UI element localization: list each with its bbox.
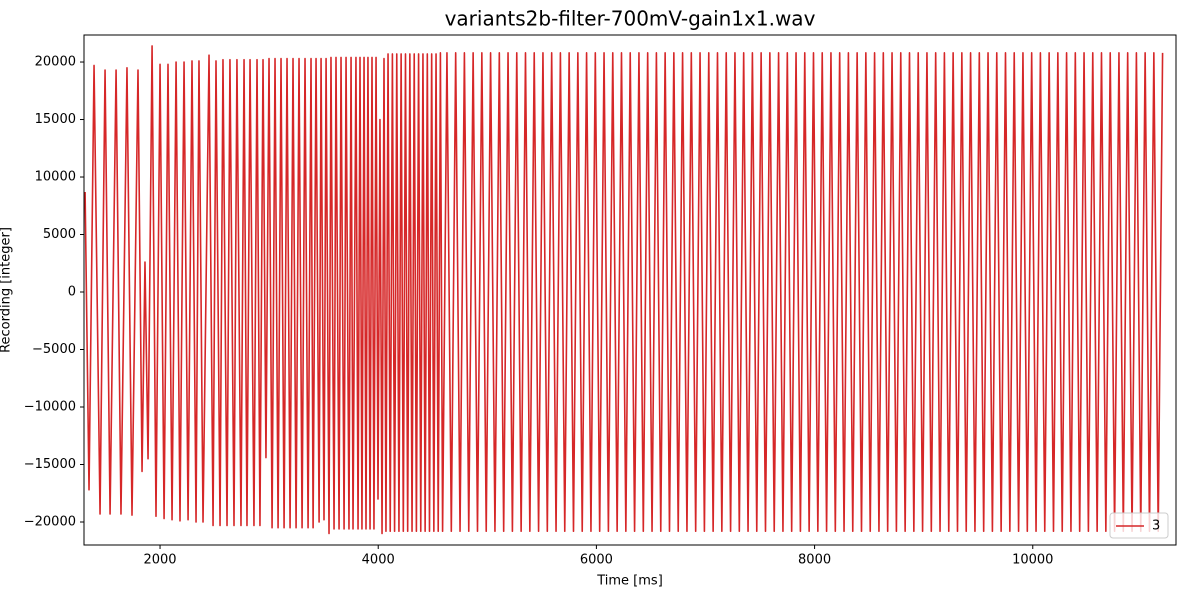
x-tick-label: 8000 [798, 553, 831, 568]
y-tick-label: 20000 [35, 55, 76, 70]
data-line [84, 45, 1164, 535]
x-tick-label: 6000 [580, 553, 613, 568]
plot-frame [83, 34, 1177, 546]
y-tick-label: −5000 [32, 342, 76, 357]
y-axis-label: Recording [integer] [0, 227, 14, 353]
x-tick-label: 2000 [143, 553, 176, 568]
x-tick-label: 4000 [362, 553, 395, 568]
y-tick-label: 10000 [35, 170, 76, 185]
y-tick-label: −15000 [24, 457, 76, 472]
y-tick-label: 5000 [43, 227, 76, 242]
y-tick-label: −10000 [24, 400, 76, 415]
legend-label: 3 [1152, 519, 1160, 534]
y-tick-label: −20000 [24, 515, 76, 530]
chart-title: variants2b-filter-700mV-gain1x1.wav [445, 7, 816, 31]
x-axis-label: Time [ms] [596, 574, 663, 589]
y-tick-label: 0 [68, 285, 76, 300]
y-tick-label: 15000 [35, 112, 76, 127]
x-tick-label: 10000 [1012, 553, 1053, 568]
